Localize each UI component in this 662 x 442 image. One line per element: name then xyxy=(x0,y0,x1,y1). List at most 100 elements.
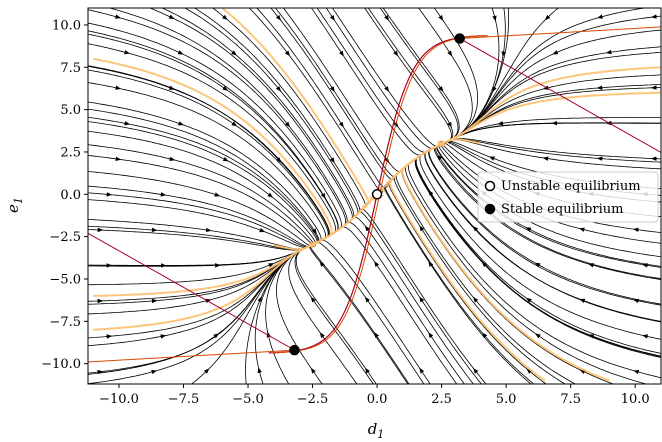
streamline-arrow xyxy=(633,298,640,304)
streamline-arrow xyxy=(231,121,238,127)
streamline-arrow xyxy=(203,368,210,374)
streamline-arrow xyxy=(310,367,316,374)
y-tick-label: 2.5 xyxy=(60,145,81,160)
streamline-arrow xyxy=(447,121,452,128)
streamline-arrow xyxy=(526,368,533,374)
y-tick-label: −5.0 xyxy=(49,272,81,287)
streamline xyxy=(311,226,458,384)
x-axis-label-subscript: 1 xyxy=(377,428,384,441)
streamline-arrow xyxy=(114,14,121,19)
streamline-arrow xyxy=(447,50,453,57)
streamline-arrow xyxy=(419,296,425,303)
streamline-arrow xyxy=(438,14,444,21)
highlighted-trajectory xyxy=(93,242,316,297)
streamline-arrow xyxy=(473,367,479,374)
highlight-line-lower xyxy=(88,349,295,363)
streamline-arrow xyxy=(257,296,262,303)
y-axis-label: e1 xyxy=(4,197,25,213)
legend-unstable-label: Unstable equilibrium xyxy=(501,179,641,194)
streamline-arrow xyxy=(231,50,237,56)
streamline xyxy=(382,8,460,146)
streamline-arrow xyxy=(284,50,290,57)
y-tick-label: −10.0 xyxy=(41,357,81,372)
streamline xyxy=(212,8,367,247)
y-axis: −10.0 −7.5 −5.0 −2.5 0.0 2.5 5.0 7.5 10.0 xyxy=(41,18,88,372)
streamline-arrow xyxy=(329,86,335,93)
x-tick-label: 7.5 xyxy=(560,392,581,407)
streamline-arrow xyxy=(222,85,229,91)
y-tick-label: 10.0 xyxy=(52,18,81,33)
highlighted-trajectory xyxy=(221,8,371,247)
streamline-arrow xyxy=(535,333,541,339)
streamline-arrow xyxy=(124,49,131,55)
streamline xyxy=(190,242,316,384)
streamline xyxy=(428,142,661,306)
y-tick-label: 0.0 xyxy=(60,188,81,203)
x-tick-label: −2.5 xyxy=(297,392,329,407)
streamline-arrow xyxy=(275,85,282,92)
x-tick-label: 0.0 xyxy=(367,392,388,407)
streamline xyxy=(311,216,474,384)
streamline-arrow xyxy=(437,154,443,161)
streamline xyxy=(439,46,661,146)
streamline-arrow xyxy=(384,14,390,21)
x-tick-label: −10.0 xyxy=(99,392,139,407)
x-tick-label: 2.5 xyxy=(431,392,452,407)
streamline-arrow xyxy=(419,367,425,374)
streamline xyxy=(438,74,661,146)
y-tick-label: −2.5 xyxy=(49,230,81,245)
streamline-arrow xyxy=(393,50,399,57)
highlighted-trajectory xyxy=(93,242,315,331)
streamline xyxy=(311,241,425,384)
streamline-arrow xyxy=(213,333,220,339)
streamline-arrow xyxy=(642,334,649,339)
streamline-arrow xyxy=(374,332,380,339)
streamline-arrow xyxy=(259,227,266,233)
streamline xyxy=(325,8,444,150)
streamline-arrow xyxy=(384,86,390,92)
streamline xyxy=(440,139,661,170)
legend: Unstable equilibrium Stable equilibrium xyxy=(477,171,659,223)
streamline-arrow xyxy=(329,14,335,21)
streamline-arrow xyxy=(311,228,317,235)
streamline-arrow xyxy=(588,263,595,268)
streamline-arrow xyxy=(438,86,444,92)
streamline-arrow xyxy=(492,15,497,22)
highlighted-trajectories-layer xyxy=(93,8,661,382)
equilibria-layer xyxy=(289,33,465,356)
streamline xyxy=(418,8,473,147)
streamline-arrow xyxy=(338,50,344,57)
streamline-arrow xyxy=(579,298,586,303)
y-tick-label: 7.5 xyxy=(60,61,81,76)
streamline-arrow xyxy=(428,332,434,339)
highlight-line-upper xyxy=(459,26,661,39)
streamline xyxy=(332,8,444,147)
streamline-arrow xyxy=(419,225,425,232)
streamline-arrow xyxy=(338,121,344,128)
streamline-arrow xyxy=(588,334,595,339)
streamline-arrow xyxy=(534,262,541,268)
streamline-arrow xyxy=(310,296,316,303)
legend-unstable-marker xyxy=(484,180,496,192)
streamline-arrow xyxy=(151,369,158,375)
x-tick-label: 5.0 xyxy=(496,392,517,407)
streamline-arrow xyxy=(552,50,559,55)
streamline xyxy=(88,199,314,248)
streamline-arrow xyxy=(168,14,175,19)
x-tick-label: −5.0 xyxy=(232,392,264,407)
streamline-arrow xyxy=(169,156,176,162)
streamline-arrow xyxy=(319,261,325,268)
legend-stable-label: Stable equilibrium xyxy=(501,202,623,217)
streamline-arrow xyxy=(214,192,221,197)
streamline-arrow xyxy=(222,14,228,20)
streamline-arrow xyxy=(579,369,586,375)
streamline-arrow xyxy=(374,261,380,267)
streamline-arrow xyxy=(319,332,325,339)
streamline-arrow xyxy=(177,50,184,55)
streamline-arrow xyxy=(320,192,326,199)
streamline-arrow xyxy=(472,296,479,303)
x-tick-label: −7.5 xyxy=(168,392,200,407)
highlighted-trajectory xyxy=(440,138,481,147)
